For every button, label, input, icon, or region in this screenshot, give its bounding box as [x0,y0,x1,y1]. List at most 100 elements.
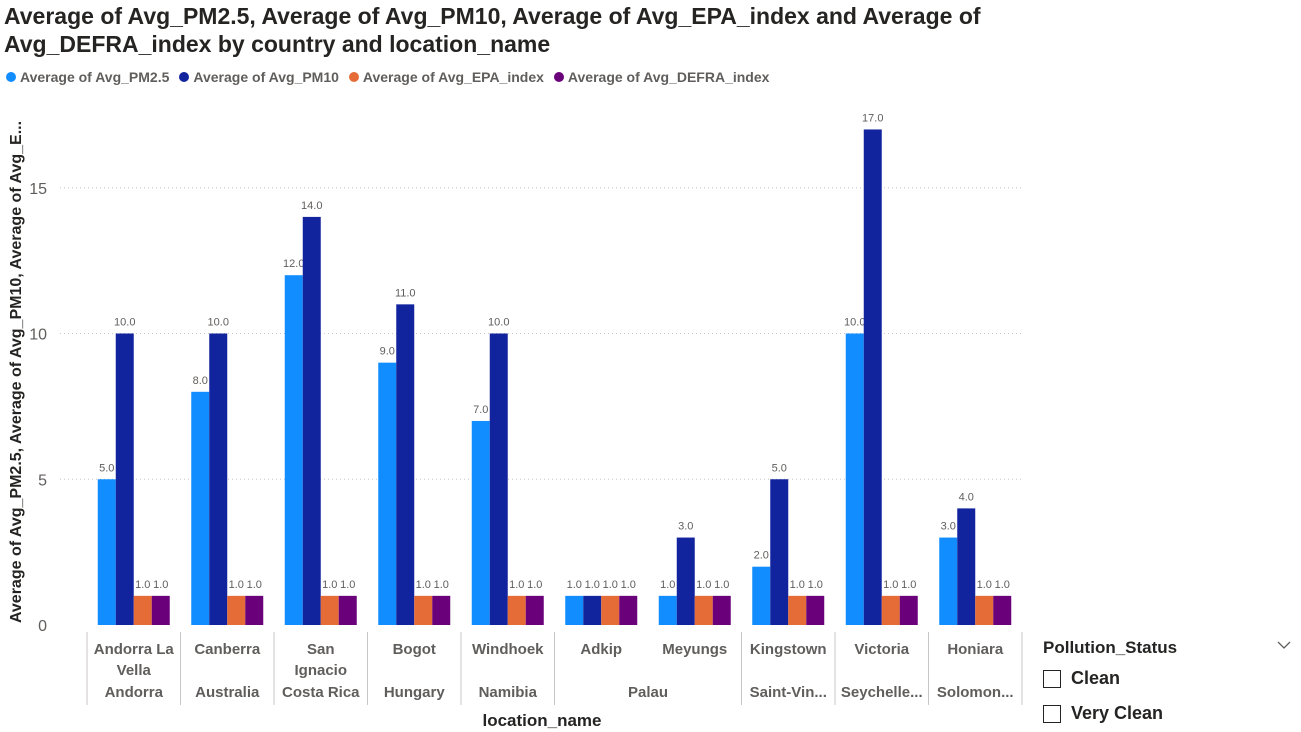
bar [957,508,976,625]
y-tick-label: 10 [29,327,47,344]
data-label: 1.0 [434,579,449,591]
data-label: 1.0 [790,579,805,591]
bar [619,595,638,625]
data-label: 5.0 [772,462,787,474]
chart-title: Average of Avg_PM2.5, Average of Avg_PM1… [4,3,981,57]
bar [378,362,397,625]
data-label: 1.0 [603,579,618,591]
slicer-option-label: Very Clean [1071,703,1164,723]
checkbox[interactable] [1043,704,1061,723]
data-label: 10.0 [488,317,509,329]
data-label: 4.0 [959,491,974,503]
data-label: 1.0 [247,579,262,591]
bar [489,333,508,625]
bar [115,333,134,625]
slicer-title: Pollution_Status [1043,638,1178,657]
bar [788,595,807,625]
data-label: 10.0 [208,317,229,329]
data-label: 1.0 [883,579,898,591]
legend: Average of Avg_PM2.5 Average of Avg_PM10 A… [6,69,769,85]
bar [507,595,526,625]
legend-item[interactable]: Average of Avg_PM10 [179,69,339,85]
data-label: 10.0 [844,317,865,329]
data-label: 17.0 [862,112,883,124]
legend-label: Average of Avg_PM10 [193,69,339,85]
data-label: 5.0 [99,462,114,474]
data-label: 1.0 [977,579,992,591]
legend-label: Average of Avg_EPA_index [362,69,544,85]
checkbox[interactable] [1043,669,1061,688]
data-label: 9.0 [380,346,395,358]
bar [151,595,170,625]
bar [676,537,695,625]
x-tick-label: Bogot [393,641,436,658]
data-label: 3.0 [941,521,956,533]
bar [863,129,882,625]
x-tick-label: Canberra [194,641,261,658]
legend-label: Average of Avg_DEFRA_index [567,69,770,85]
data-label: 1.0 [527,579,542,591]
bar [565,595,584,625]
bar [939,537,958,625]
legend-item[interactable]: Average of Avg_EPA_index [348,69,544,85]
data-label: 1.0 [509,579,524,591]
slicer-option-clean[interactable]: Clean [1043,668,1120,689]
country-label: Australia [195,684,260,701]
bar [993,595,1012,625]
y-tick-label: 5 [38,472,47,489]
data-label: 1.0 [696,579,711,591]
data-label: 1.0 [229,579,244,591]
bar [845,333,864,625]
data-label: 10.0 [114,317,135,329]
bar [245,595,264,625]
x-tick-label: San [307,641,335,658]
x-tick-label: Adkip [580,641,622,658]
country-label: Seychelle... [841,684,923,701]
country-label: Saint-Vin... [750,684,827,701]
bar [752,566,771,625]
x-tick-label: Meyungs [662,641,727,658]
bar [432,595,451,625]
data-label: 1.0 [585,579,600,591]
country-label: Palau [628,684,668,701]
data-label: 14.0 [301,200,322,212]
bar [601,595,620,625]
y-axis-title: Average of Avg_PM2.5, Average of Avg_PM1… [8,121,25,623]
data-label: 1.0 [340,579,355,591]
pollution-status-slicer: Pollution_Status Clean Very Clean [1043,636,1298,730]
legend-item[interactable]: Average of Avg_DEFRA_index [553,69,770,85]
country-label: Solomon... [937,684,1014,701]
data-label: 1.0 [567,579,582,591]
data-label: 1.0 [135,579,150,591]
legend-marker [6,72,16,82]
data-label: 1.0 [714,579,729,591]
legend-marker [553,72,564,82]
data-label: 8.0 [193,375,208,387]
bar [396,304,415,625]
y-tick-label: 0 [38,618,47,635]
slicer-option-label: Clean [1071,668,1121,688]
bar [414,595,433,625]
chevron-down-icon[interactable] [1275,636,1293,654]
slicer-option-very-clean[interactable]: Very Clean [1043,703,1163,724]
data-label: 1.0 [660,579,675,591]
data-label: 7.0 [473,404,488,416]
legend-item[interactable]: Average of Avg_PM2.5 [6,69,169,85]
bar [583,595,602,625]
legend-label: Average of Avg_PM2.5 [20,69,170,85]
data-label: 2.0 [754,550,769,562]
data-label: 1.0 [621,579,636,591]
x-tick-label: Victoria [854,641,909,658]
data-label: 11.0 [395,287,416,299]
country-label: Costa Rica [282,684,360,701]
data-label: 3.0 [678,521,693,533]
data-label: 1.0 [808,579,823,591]
bar [302,216,321,625]
data-label: 1.0 [995,579,1010,591]
x-tick-label: Honiara [947,641,1004,658]
country-label: Namibia [479,684,538,701]
data-label: 1.0 [416,579,431,591]
y-tick-label: 15 [29,181,47,198]
bar [712,595,731,625]
